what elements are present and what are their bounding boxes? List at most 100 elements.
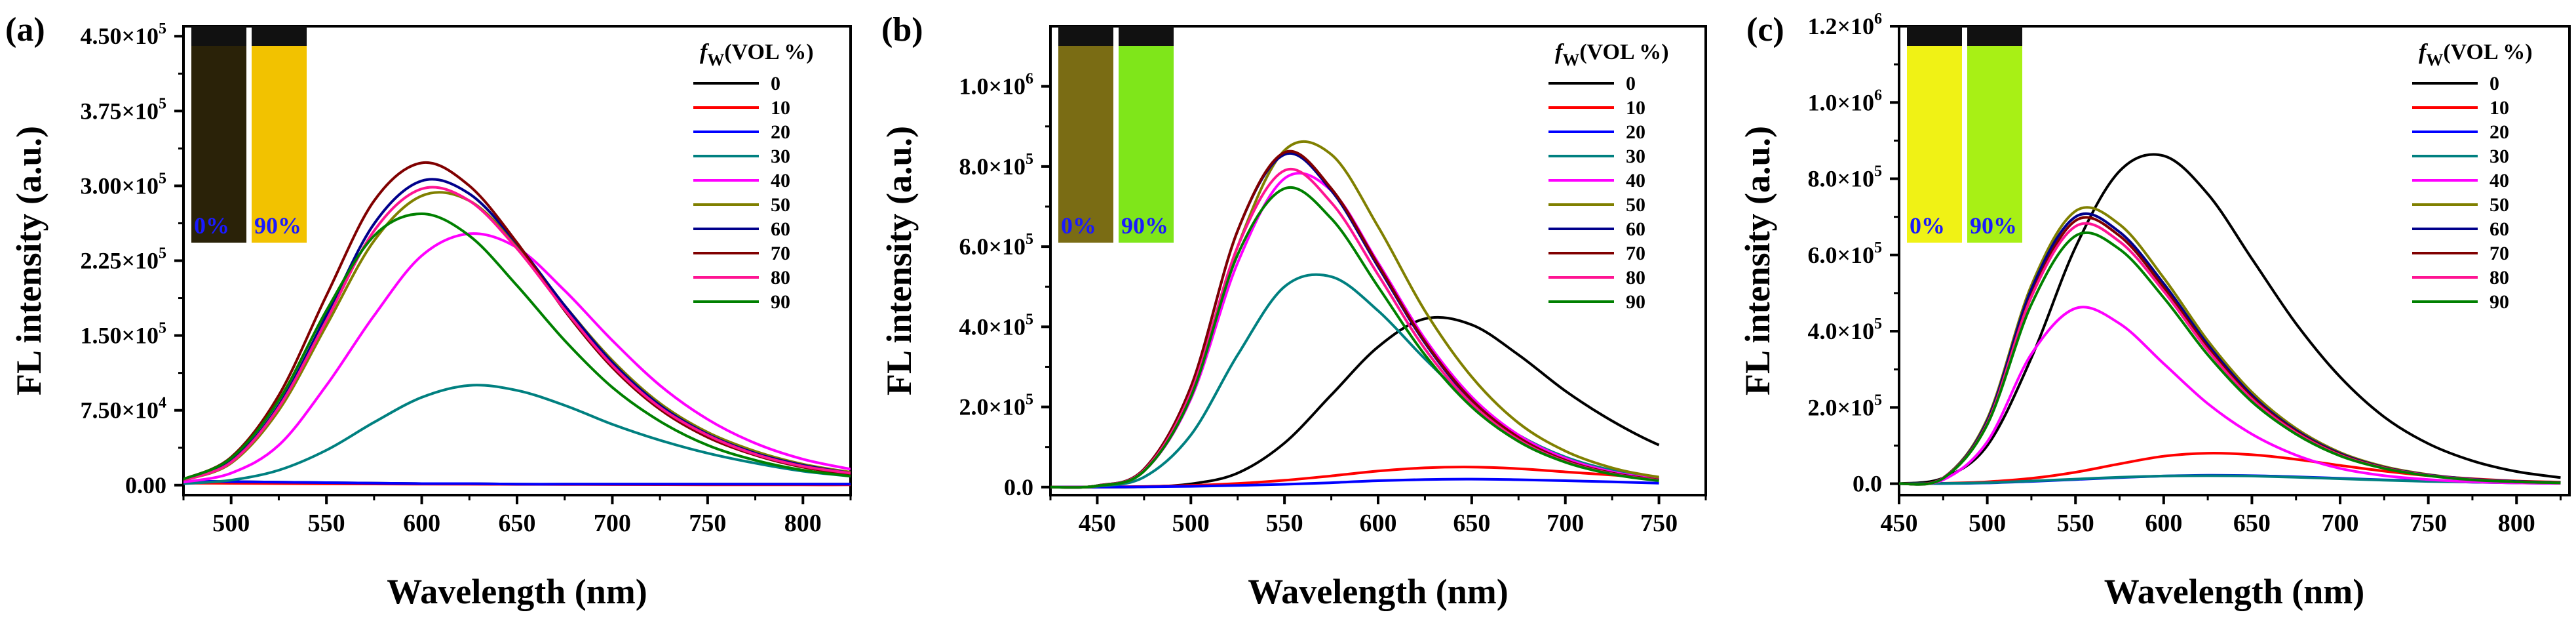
- legend-label-20: 20: [1626, 121, 1645, 143]
- x-tick-label: 800: [2498, 510, 2535, 537]
- legend-label-40: 40: [1626, 170, 1645, 191]
- y-tick-label: 0.0: [1853, 471, 1882, 497]
- y-tick-label: 0.0: [1004, 474, 1033, 500]
- y-tick-label: 8.0×105: [959, 151, 1033, 180]
- legend-label-10: 10: [2489, 97, 2509, 119]
- series-line-90: [1899, 231, 2561, 486]
- legend-label-30: 30: [2489, 146, 2509, 167]
- legend-label-10: 10: [1626, 97, 1645, 119]
- vial-label: 90%: [1121, 212, 1168, 239]
- legend-title: fW(VOL %): [2419, 40, 2533, 70]
- y-tick-label: 4.50×105: [80, 20, 166, 49]
- panel-b: 450 500 550 600 650 700 7500.02.0×1054.0×1056.…: [879, 11, 1707, 611]
- series-line-80: [183, 186, 851, 482]
- vial-photo: [1119, 26, 1174, 243]
- vial-label: 0%: [1910, 212, 1945, 239]
- x-tick-label: 600: [1360, 510, 1397, 537]
- y-tick-label: 2.0×105: [959, 392, 1033, 420]
- x-tick-label: 550: [308, 510, 345, 537]
- legend-label-90: 90: [2489, 291, 2509, 313]
- y-axis-title: FL intensity (a.u.): [9, 126, 48, 395]
- x-tick-label: 450: [1079, 510, 1116, 537]
- x-axis-title: Wavelength (nm): [2104, 572, 2365, 611]
- vial-cap: [1119, 26, 1174, 46]
- series-line-20: [1050, 477, 1659, 489]
- legend-label-70: 70: [2489, 243, 2509, 264]
- x-tick-label: 750: [2410, 510, 2447, 537]
- y-tick-label: 1.0×106: [1807, 87, 1882, 115]
- legend-label-40: 40: [771, 170, 790, 191]
- legend-label-0: 0: [2489, 73, 2499, 94]
- curves: [183, 161, 851, 487]
- inset-vial-0%: 0%: [191, 26, 246, 243]
- legend-title: fW(VOL %): [700, 40, 814, 70]
- y-tick-label: 6.0×105: [1807, 239, 1882, 268]
- x-tick-label: 700: [2322, 510, 2359, 537]
- legend-label-20: 20: [771, 121, 790, 143]
- inset-vial-90%: 90%: [1967, 26, 2022, 243]
- inset-vial-90%: 90%: [252, 26, 307, 243]
- plot-frame: [1898, 25, 2571, 496]
- series-line-90: [183, 212, 851, 481]
- legend-label-30: 30: [771, 146, 790, 167]
- y-tick-label: 1.0×106: [959, 71, 1033, 100]
- panel-label: (b): [881, 11, 923, 49]
- vial-photo: [252, 26, 307, 243]
- y-tick-label: 4.0×105: [959, 311, 1033, 340]
- series-line-0: [1899, 153, 2561, 485]
- legend-label-60: 60: [2489, 218, 2509, 240]
- series-line-90: [1050, 186, 1659, 489]
- vial-cap: [1907, 26, 1962, 46]
- x-axis-title: Wavelength (nm): [1248, 572, 1509, 611]
- vial-cap: [191, 26, 246, 46]
- x-tick-label: 750: [689, 510, 726, 537]
- legend-label-80: 80: [2489, 267, 2509, 289]
- x-tick-label: 500: [1172, 510, 1210, 537]
- x-tick-label: 700: [1547, 510, 1584, 537]
- x-tick-label: 500: [212, 510, 250, 537]
- panel-c: 450 500 550 600 650 700 750 8000.02.0×1054.0×10…: [1738, 10, 2571, 611]
- legend-label-0: 0: [771, 73, 780, 94]
- y-tick-label: 3.75×105: [80, 95, 166, 124]
- x-tick-label: 650: [1453, 510, 1490, 537]
- legend-label-40: 40: [2489, 170, 2509, 191]
- series-line-50: [183, 191, 851, 482]
- x-tick-label: 650: [2233, 510, 2271, 537]
- curves: [1050, 140, 1660, 489]
- curves: [1899, 153, 2561, 486]
- y-tick-label: 1.2×106: [1807, 10, 1882, 39]
- y-tick-label: 2.25×105: [80, 245, 166, 274]
- y-axis-title: FL intensity (a.u.): [1738, 126, 1777, 395]
- x-axis-title: Wavelength (nm): [387, 572, 647, 611]
- vial-photo: [1967, 26, 2022, 243]
- y-tick-label: 2.0×105: [1807, 392, 1882, 420]
- panel-label: (a): [5, 11, 45, 49]
- vial-cap: [1058, 26, 1113, 46]
- legend-label-0: 0: [1626, 73, 1636, 94]
- series-line-30: [183, 384, 851, 485]
- series-line-20: [183, 479, 851, 486]
- x-tick-label: 500: [1969, 510, 2006, 537]
- legend-label-70: 70: [771, 243, 790, 264]
- y-tick-label: 6.0×105: [959, 231, 1033, 260]
- inset-vial-90%: 90%: [1119, 26, 1174, 243]
- legend-label-50: 50: [1626, 194, 1645, 216]
- legend-label-80: 80: [771, 267, 790, 289]
- legend-label-80: 80: [1626, 267, 1645, 289]
- legend-label-20: 20: [2489, 121, 2509, 143]
- panel-label: (c): [1746, 11, 1784, 49]
- x-tick-label: 700: [594, 510, 631, 537]
- x-tick-label: 600: [2145, 510, 2182, 537]
- x-tick-label: 450: [1881, 510, 1918, 537]
- vial-label: 0%: [1061, 212, 1096, 239]
- x-tick-label: 550: [2057, 510, 2094, 537]
- x-tick-label: 800: [784, 510, 822, 537]
- legend-label-60: 60: [771, 218, 790, 240]
- x-tick-label: 650: [499, 510, 536, 537]
- x-tick-label: 750: [1640, 510, 1678, 537]
- legend-label-30: 30: [1626, 146, 1645, 167]
- legend-label-50: 50: [771, 194, 790, 216]
